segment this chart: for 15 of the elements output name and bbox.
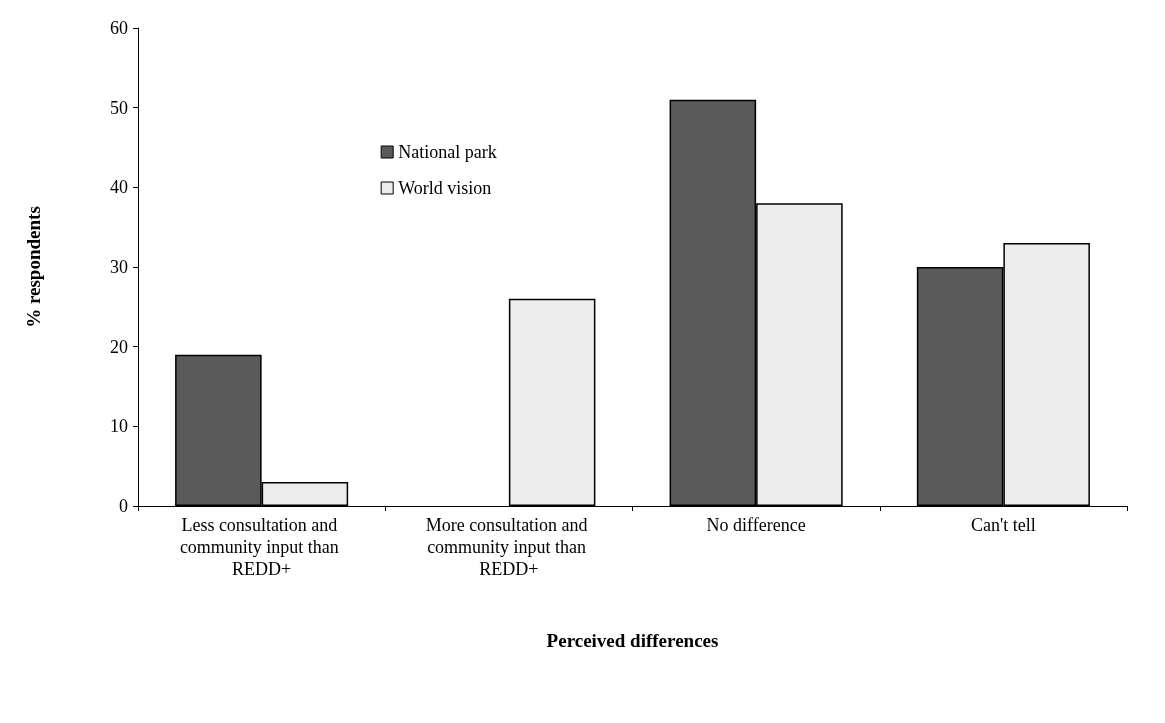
x-tick-label: Can't tell bbox=[971, 515, 1036, 535]
y-tick-label: 30 bbox=[110, 257, 128, 277]
y-tick-label: 0 bbox=[119, 496, 128, 516]
y-axis-title: % respondents bbox=[23, 206, 44, 328]
x-tick-label: No difference bbox=[706, 515, 806, 535]
y-tick-label: 20 bbox=[110, 336, 128, 357]
y-tick-label: 60 bbox=[110, 18, 128, 38]
y-tick-label: 40 bbox=[110, 177, 128, 198]
y-tick-label: 10 bbox=[110, 416, 128, 437]
legend-label: National park bbox=[398, 142, 497, 162]
y-tick-label: 50 bbox=[110, 97, 128, 118]
x-tick-label: More consultation and community input than REDD+ bbox=[425, 515, 593, 579]
x-axis-title: Perceived differences bbox=[546, 630, 719, 651]
x-tick-label: Less consultation and community input than REDD+ bbox=[179, 515, 344, 579]
legend-label: World vision bbox=[398, 178, 492, 198]
